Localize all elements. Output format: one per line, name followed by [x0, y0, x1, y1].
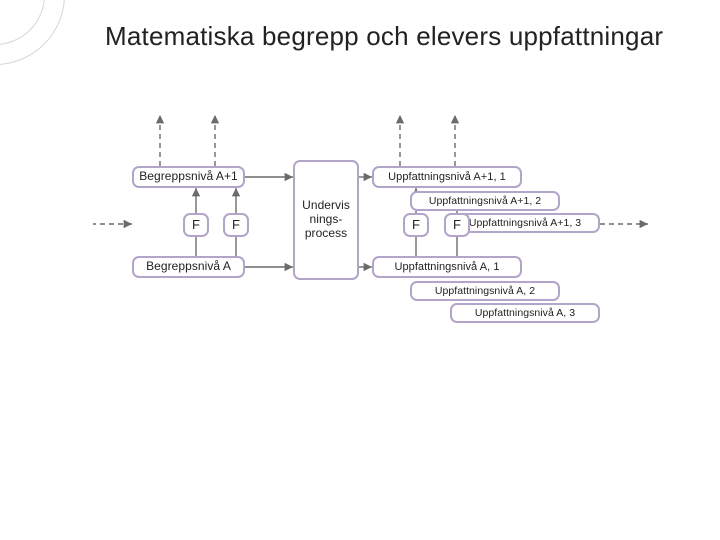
node-upp-a-2: Uppfattningsnivå A, 2 — [410, 281, 560, 301]
node-center: Undervis nings- process — [293, 160, 359, 280]
node-f1: F — [183, 213, 209, 237]
diagram-container: Begreppsnivå A+1Begreppsnivå AFFUndervis… — [0, 0, 720, 540]
node-f3: F — [403, 213, 429, 237]
node-begrepp-a: Begreppsnivå A — [132, 256, 245, 278]
node-upp-a-1: Uppfattningsnivå A, 1 — [372, 256, 522, 278]
node-begrepp-a1: Begreppsnivå A+1 — [132, 166, 245, 188]
node-f4: F — [444, 213, 470, 237]
node-f2: F — [223, 213, 249, 237]
node-upp-a-3: Uppfattningsnivå A, 3 — [450, 303, 600, 323]
node-upp-a1-1: Uppfattningsnivå A+1, 1 — [372, 166, 522, 188]
diagram-lines — [0, 0, 720, 540]
node-upp-a1-3: Uppfattningsnivå A+1, 3 — [450, 213, 600, 233]
node-upp-a1-2: Uppfattningsnivå A+1, 2 — [410, 191, 560, 211]
